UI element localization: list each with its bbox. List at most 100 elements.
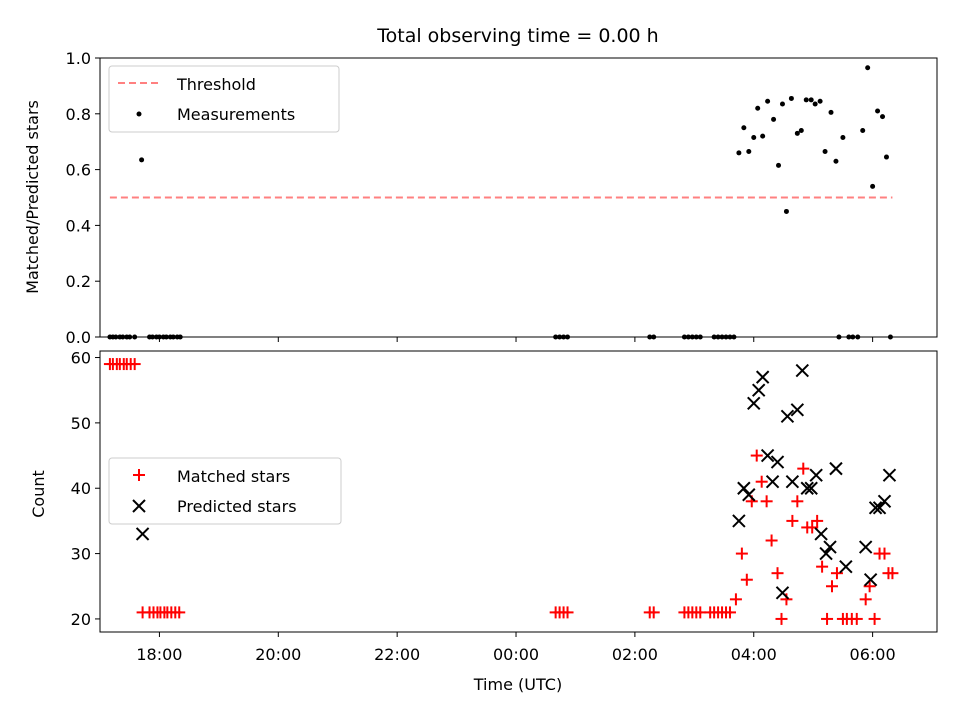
measurement-point [817, 98, 823, 104]
predicted-star-stroke-b [755, 370, 770, 384]
top-legend-box [108, 65, 340, 133]
measurement-point [883, 154, 889, 160]
matched-star-point [771, 567, 784, 580]
top-y-tick-label: 0.6 [66, 161, 91, 180]
predicted-star-point [775, 586, 790, 600]
matched-star-point [826, 580, 839, 593]
top-y-tick-label: 0.0 [66, 328, 91, 347]
chart-title: Total observing time = 0.00 h [376, 25, 658, 47]
predicted-star-point [882, 468, 897, 482]
top-y-axis-label: Matched/Predicted stars [23, 100, 42, 294]
predicted-star-point [863, 573, 878, 587]
matched-star-point [786, 514, 799, 527]
legend-measurements-label: Measurements [177, 105, 295, 124]
measurement-point [794, 130, 800, 136]
predicted-star-point [877, 494, 892, 509]
top-x-ticks [158, 337, 874, 342]
measurement-point [875, 108, 881, 114]
predicted-star-point [790, 403, 805, 417]
matched-star-point [816, 560, 829, 573]
top-y-tick-label: 0.2 [66, 272, 91, 291]
matched-star-point [868, 612, 881, 625]
matched-star-point [811, 514, 824, 527]
x-tick-label: 04:00 [731, 645, 777, 664]
matched-star-point [750, 449, 763, 462]
predicted-star-stroke-b [804, 481, 818, 495]
predicted-star-point [868, 501, 883, 515]
measurement-point [746, 148, 752, 154]
predicted-star-point [732, 514, 746, 528]
predicted-star-point [800, 481, 814, 495]
legend-threshold-label: Threshold [176, 75, 256, 94]
measurement-point [751, 135, 757, 141]
predicted-star-point [785, 474, 800, 489]
predicted-star-point [804, 481, 818, 495]
legend-matched-label: Matched stars [177, 467, 290, 486]
predicted-star-stroke-b [135, 527, 150, 541]
predicted-star-point [839, 559, 853, 574]
predicted-star-stroke-b [780, 409, 795, 424]
matched-star-point [173, 606, 186, 619]
predicted-star-stroke-b [858, 540, 873, 554]
matched-star-point [735, 547, 748, 560]
measurement-point [765, 98, 771, 104]
measurement-point [840, 135, 846, 141]
predicted-star-stroke-b [790, 403, 805, 417]
measurement-point [880, 114, 886, 120]
predicted-star-point [872, 501, 887, 515]
measurement-point [822, 148, 828, 154]
measurement-point [139, 157, 145, 163]
measurement-point [833, 158, 839, 164]
predicted-star-stroke-b [770, 455, 785, 469]
bottom-panel: 20 30 40 50 60 18:00 20:00 22:00 00:00 02:00 04:0… [29, 349, 938, 694]
matched-star-point [806, 521, 819, 534]
matched-star-point [859, 593, 872, 606]
predicted-star-point [795, 363, 809, 378]
x-axis-label: Time (UTC) [473, 675, 562, 694]
predicted-star-point [760, 448, 775, 463]
predicted-star-stroke-b [751, 383, 766, 397]
x-tick-label: 02:00 [612, 645, 658, 664]
predicted-star-stroke-b [775, 586, 790, 600]
matched-star-point [561, 606, 574, 619]
bottom-y-tick-label: 40 [71, 479, 91, 498]
predicted-star-point [765, 474, 780, 489]
predicted-star-stroke-b [872, 501, 887, 515]
measurement-point [771, 116, 777, 122]
measurement-point [779, 101, 785, 107]
predicted-star-point [814, 527, 828, 541]
legend-measurements-swatch [136, 111, 142, 117]
bottom-x-ticks: 18:00 20:00 22:00 00:00 02:00 04:00 06:00 [136, 632, 896, 664]
top-y-tick-label: 0.4 [66, 216, 91, 235]
measurement-point [870, 183, 876, 189]
matched-star-point [830, 567, 843, 580]
matched-star-point [760, 495, 773, 508]
top-legend: Threshold Measurements [108, 65, 340, 133]
matched-star-point [886, 567, 899, 580]
predicted-star-point [823, 540, 837, 554]
measurement-point [803, 97, 809, 103]
predicted-star-point [747, 396, 761, 410]
legend-predicted-swatch [132, 499, 146, 513]
measurement-point [736, 150, 742, 156]
predicted-star-point [809, 468, 823, 482]
predicted-star-point [858, 540, 873, 554]
matched-star-point [775, 612, 788, 625]
predicted-star-stroke-b [868, 501, 883, 515]
predicted-star-point [770, 455, 785, 469]
predicted-star-stroke-b [765, 474, 780, 489]
predicted-star-stroke-b [742, 488, 756, 502]
measurement-point [741, 125, 747, 131]
matched-star-point [850, 612, 863, 625]
legend-matched-swatch [133, 469, 145, 481]
matched-star-point [878, 547, 891, 560]
measurement-point [828, 109, 834, 115]
measurement-point [860, 128, 866, 134]
legend-predicted-label: Predicted stars [177, 497, 297, 516]
matched-star-point [765, 534, 778, 547]
bottom-axes-frame [99, 350, 938, 633]
top-y-ticks: 0.0 0.2 0.4 0.6 0.8 1.0 [66, 49, 100, 347]
matched-star-point [729, 593, 742, 606]
measurement-point [783, 208, 789, 214]
